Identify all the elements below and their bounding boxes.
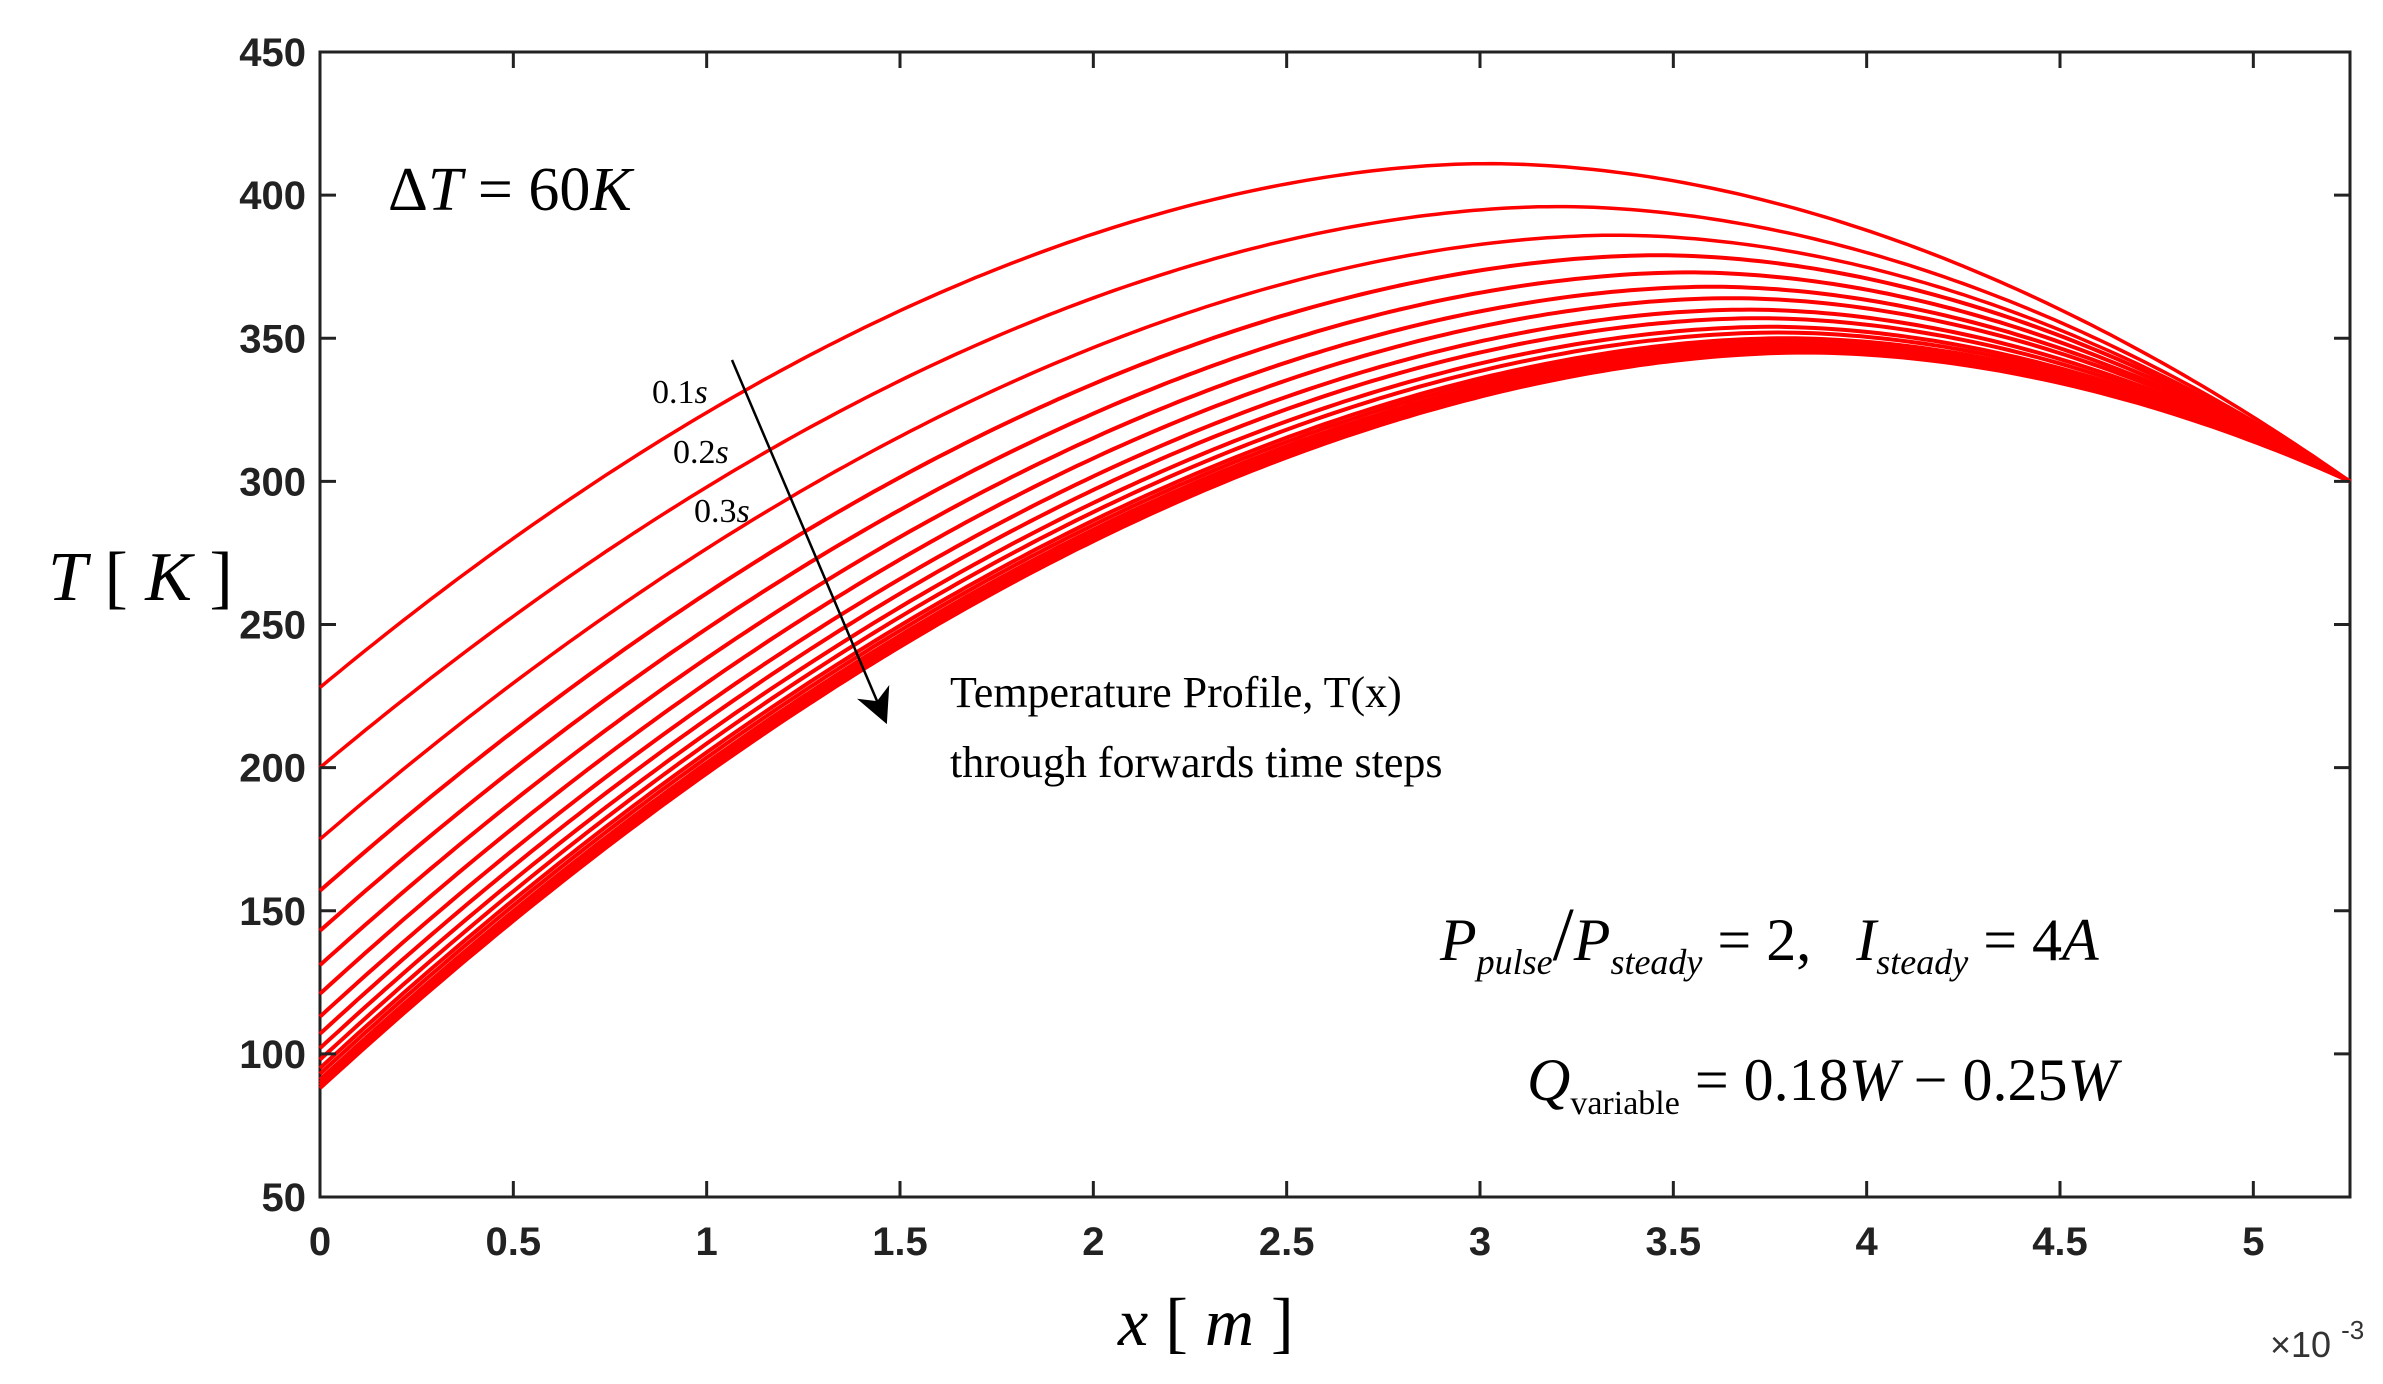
x-axis-var: x: [1117, 1284, 1148, 1360]
temperature-curve-t2: [318, 204, 2351, 769]
temperature-curve-t11: [318, 330, 2351, 1062]
q-eq-value1: = 0.18: [1680, 1047, 1849, 1113]
p-steady-var: P: [1573, 907, 1611, 973]
y-axis-bracket-open: [: [104, 539, 127, 616]
time-label-0.1s-num: 0.1: [652, 374, 695, 411]
y-tick-label: 250: [239, 604, 306, 648]
y-tick-label: 300: [239, 460, 306, 504]
x-tick-label: 1: [696, 1220, 718, 1264]
x-tick-label: 3: [1469, 1220, 1491, 1264]
x-tick-label: 1.5: [872, 1220, 928, 1264]
temperature-curve-t6: [318, 284, 2351, 967]
x-axis-label: x [ m ]: [1117, 1284, 1294, 1360]
q-unit1: W: [1849, 1047, 1904, 1113]
x-tick-label: 2.5: [1259, 1220, 1315, 1264]
y-tick-label: 350: [239, 317, 306, 361]
y-axis-unit: K: [144, 539, 195, 616]
y-axis-var: T: [48, 539, 92, 616]
temperature-curve-t17: [318, 350, 2351, 1090]
y-tick-label: 100: [239, 1033, 306, 1077]
x-tick-label: 0: [309, 1220, 331, 1264]
q-sub: variable: [1570, 1085, 1680, 1122]
time-label-0.3s-unit: s: [737, 493, 750, 530]
x-tick-label: 4.5: [2032, 1220, 2088, 1264]
i-steady-sub: steady: [1876, 942, 1968, 982]
axis-ticks: 50 100 150 200 250 300 350 400 450 0 0.5 1 1.5 2 2.5 3 3…: [239, 31, 2350, 1264]
x-axis-bracket-close: ]: [1271, 1284, 1294, 1360]
time-label-0.3s: 0.3s: [694, 493, 750, 530]
y-tick-label: 200: [239, 747, 306, 791]
q-unit2: W: [2068, 1047, 2123, 1113]
delta-symbol: Δ: [388, 156, 428, 224]
ratio-slash: /: [1553, 893, 1575, 977]
p-pulse-var: P: [1439, 907, 1477, 973]
q-var: Q: [1527, 1047, 1570, 1113]
time-step-arrow: [730, 359, 890, 725]
time-label-0.1s-unit: s: [695, 374, 708, 411]
temperature-curves: [318, 161, 2352, 1090]
temperature-curve-t9: [318, 316, 2351, 1036]
x-axis-bracket-open: [: [1165, 1284, 1188, 1360]
time-label-0.2s-num: 0.2: [673, 434, 716, 471]
delta-t-value: = 60: [462, 156, 590, 224]
time-label-0.2s: 0.2s: [673, 434, 729, 471]
q-eq-value2: − 0.25: [1899, 1047, 2068, 1113]
x-tick-label: 3.5: [1646, 1220, 1702, 1264]
i-steady-unit: A: [2058, 907, 2099, 973]
p-pulse-sub: pulse: [1474, 942, 1553, 982]
temperature-curve-t10: [318, 324, 2351, 1050]
x-tick-label: 5: [2242, 1220, 2264, 1264]
temperature-curve-t4: [318, 253, 2352, 893]
y-axis-label: T [ K ]: [48, 539, 233, 616]
temperature-curve-t7: [318, 296, 2351, 996]
y-axis-bracket-close: ]: [209, 539, 232, 616]
y-tick-label: 400: [239, 174, 306, 218]
delta-t-annotation: ΔT = 60K: [388, 156, 635, 224]
x-multiplier-exponent: -3: [2341, 1315, 2364, 1345]
y-tick-label: 450: [239, 31, 306, 75]
temperature-curve-t1: [318, 161, 2352, 689]
x-tick-label: 0.5: [486, 1220, 542, 1264]
i-steady-var: I: [1855, 907, 1879, 973]
ratio-value: = 2,: [1702, 907, 1811, 973]
temperature-curve-t3: [318, 233, 2351, 841]
delta-t-unit: K: [589, 156, 635, 224]
time-label-0.3s-num: 0.3: [694, 493, 737, 530]
time-label-0.1s: 0.1s: [652, 374, 708, 411]
arrow-caption-line1: Temperature Profile, T(x): [950, 668, 1402, 717]
p-steady-sub: steady: [1610, 942, 1702, 982]
delta-t-var: T: [428, 156, 467, 224]
temperature-curve-t5: [318, 270, 2352, 933]
x-multiplier-base: ×10: [2270, 1324, 2331, 1365]
x-axis-unit: m: [1205, 1284, 1254, 1360]
time-label-0.2s-unit: s: [716, 434, 729, 471]
power-ratio-equation: Ppulse/Psteady = 2, Isteady = 4A: [1439, 893, 2099, 982]
arrow-caption-line2: through forwards time steps: [950, 738, 1442, 787]
heat-load-equation: Qvariable = 0.18W − 0.25W: [1527, 1047, 2123, 1122]
x-tick-label: 2: [1082, 1220, 1104, 1264]
y-tick-label: 50: [262, 1176, 307, 1220]
temperature-curve-t8: [318, 307, 2351, 1019]
x-axis-multiplier: ×10 -3: [2270, 1315, 2364, 1365]
y-tick-label: 150: [239, 890, 306, 934]
i-steady-value: = 4: [1968, 907, 2062, 973]
x-tick-label: 4: [1856, 1220, 1879, 1264]
